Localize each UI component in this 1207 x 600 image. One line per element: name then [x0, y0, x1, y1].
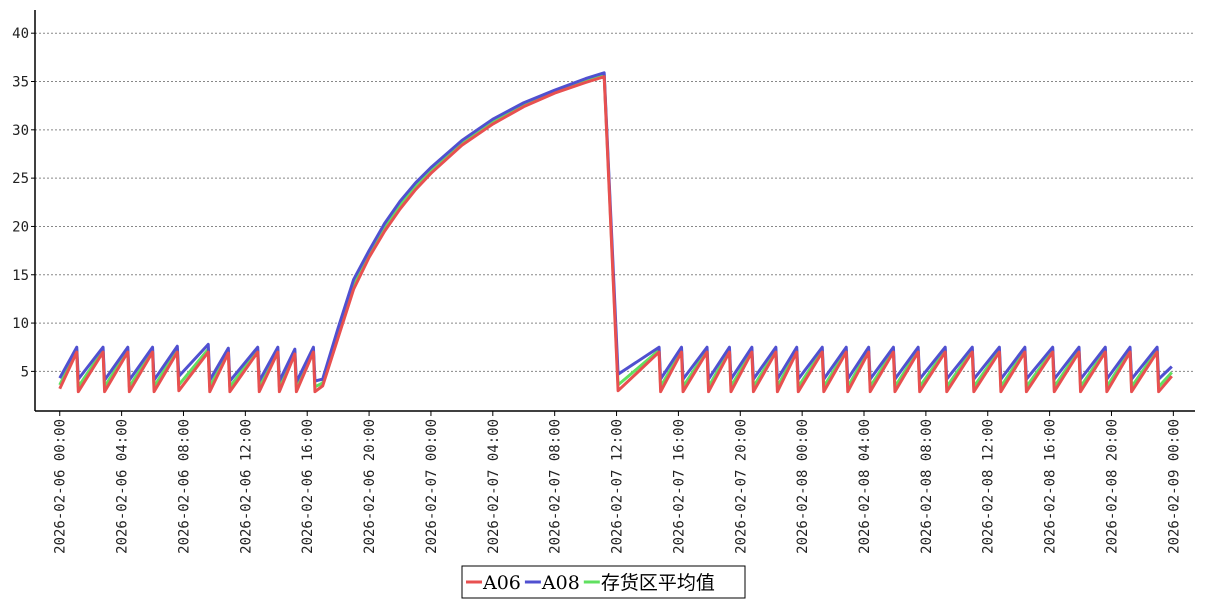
x-tick-label: 2026-02-06 00:00 — [53, 419, 69, 554]
series-line — [58, 75, 1173, 394]
legend-label: A06 — [482, 572, 521, 594]
x-tick-label: 2026-02-07 00:00 — [424, 419, 440, 554]
x-tick-label: 2026-02-06 04:00 — [115, 419, 131, 554]
legend: A06 A08 存货区平均值 — [466, 572, 715, 594]
x-tick-label: 2026-02-08 08:00 — [919, 419, 935, 554]
x-tick-label: 2026-02-09 00:00 — [1166, 419, 1182, 554]
y-tick-label: 30 — [12, 123, 29, 139]
x-tick-label: 2026-02-07 04:00 — [486, 419, 502, 554]
y-tick-label: 35 — [12, 75, 29, 91]
y-tick-label: 15 — [12, 268, 29, 284]
y-tick-label: 25 — [12, 171, 29, 187]
x-tick-label: 2026-02-07 20:00 — [733, 419, 749, 554]
legend-label: A08 — [541, 572, 580, 594]
x-tick-label: 2026-02-08 20:00 — [1104, 419, 1120, 554]
ticks: 5 10 15 20 25 30 35 40 2026-02-06 00:00 2026-02-0… — [12, 26, 1182, 554]
x-tick-label: 2026-02-08 12:00 — [981, 419, 997, 554]
x-tick-label: 2026-02-06 12:00 — [238, 419, 254, 554]
lines — [58, 71, 1173, 394]
x-tick-label: 2026-02-06 08:00 — [176, 419, 192, 554]
y-tick-label: 10 — [12, 316, 29, 332]
x-tick-label: 2026-02-08 16:00 — [1043, 419, 1059, 554]
x-tick-label: 2026-02-07 08:00 — [548, 419, 564, 554]
y-tick-label: 20 — [12, 219, 29, 235]
legend-label: 存货区平均值 — [601, 572, 715, 594]
x-tick-label: 2026-02-06 16:00 — [300, 419, 316, 554]
x-tick-label: 2026-02-08 00:00 — [795, 419, 811, 554]
x-tick-label: 2026-02-06 20:00 — [362, 419, 378, 554]
y-tick-label: 40 — [12, 26, 29, 42]
x-tick-label: 2026-02-07 16:00 — [671, 419, 687, 554]
y-tick-label: 5 — [21, 364, 29, 380]
x-tick-label: 2026-02-07 12:00 — [610, 419, 626, 554]
x-tick-label: 2026-02-08 04:00 — [857, 419, 873, 554]
legend-box — [461, 565, 746, 599]
